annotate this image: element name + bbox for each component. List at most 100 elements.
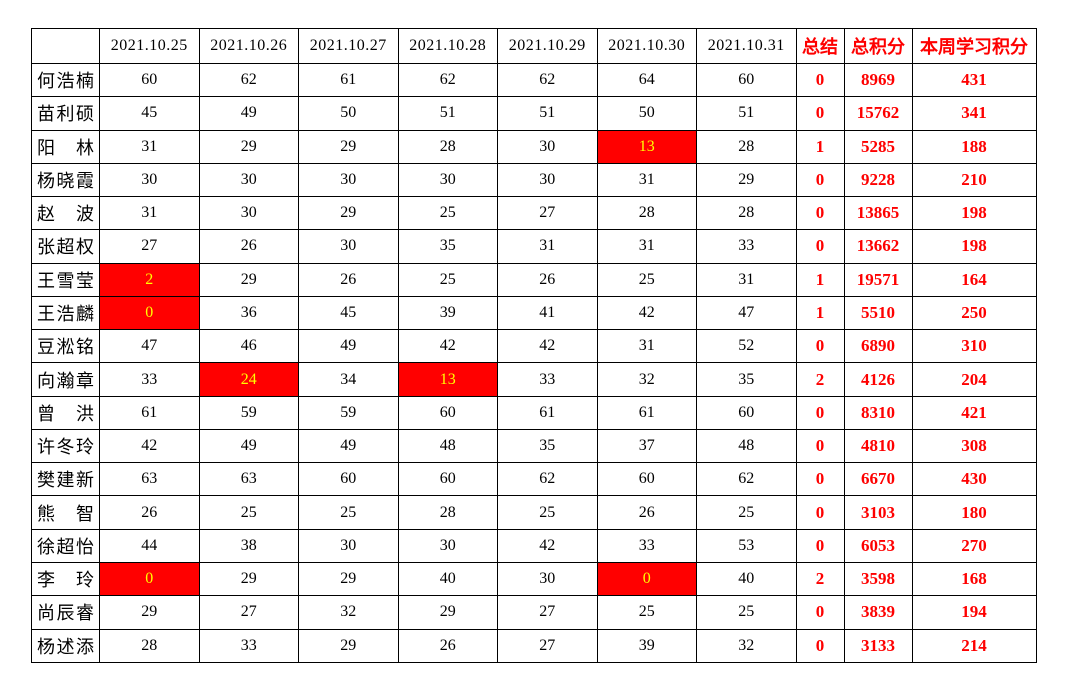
daily-score-cell: 31 [497,229,598,264]
daily-score-cell: 60 [298,462,399,497]
student-name-cell: 曾 洪 [31,395,100,430]
daily-score-cell: 26 [298,262,399,297]
daily-score-cell: 29 [99,595,200,630]
summary-count-cell: 1 [795,129,845,164]
daily-score-cell: 49 [298,428,399,464]
daily-score-cell: 25 [497,495,598,530]
daily-score-cell: 51 [397,96,498,131]
table-row: 曾 洪 61 59 59 60 61 61 60 0 8310 421 [31,395,1037,430]
daily-score-cell: 45 [99,96,200,131]
student-name-cell: 熊 智 [31,495,100,530]
weekly-study-points-cell: 168 [911,561,1037,597]
daily-score-cell: 64 [596,62,697,98]
daily-score-cell: 52 [696,329,797,364]
table-row: 许冬玲 42 49 49 48 35 37 48 0 4810 308 [31,428,1037,464]
daily-score-cell: 30 [298,162,399,198]
table-row: 阳 林 31 29 29 28 30 13 28 1 5285 188 [31,129,1037,164]
daily-score-cell: 27 [99,229,200,264]
daily-score-cell: 42 [99,428,200,464]
summary-count-cell: 1 [795,295,845,331]
daily-score-cell: 42 [497,528,598,563]
daily-score-cell: 26 [198,229,299,264]
daily-score-cell: 50 [298,96,399,131]
daily-score-cell: 32 [298,595,399,630]
student-name-cell: 向瀚章 [31,362,100,397]
summary-column-header: 总积分 [843,28,913,64]
daily-score-cell: 31 [99,129,200,164]
daily-score-cell: 44 [99,528,200,563]
daily-score-cell: 28 [397,129,498,164]
daily-score-cell: 51 [696,96,797,131]
daily-score-cell: 47 [99,329,200,364]
table-row: 向瀚章 33 24 34 13 33 32 35 2 4126 204 [31,362,1037,397]
summary-count-cell: 0 [795,495,845,530]
daily-score-cell: 33 [99,362,200,397]
table-row: 杨晓霞 30 30 30 30 30 31 29 0 9228 210 [31,162,1037,198]
table-row: 豆淞铭 47 46 49 42 42 31 52 0 6890 310 [31,329,1037,364]
daily-score-cell: 62 [397,62,498,98]
daily-score-cell: 34 [298,362,399,397]
daily-score-cell: 49 [198,96,299,131]
daily-score-cell: 40 [696,561,797,597]
daily-score-cell: 29 [198,561,299,597]
summary-count-cell: 0 [795,628,845,664]
weekly-study-points-cell: 250 [911,295,1037,331]
daily-score-cell: 45 [298,295,399,331]
daily-score-cell: 61 [99,395,200,430]
daily-score-cell: 63 [99,462,200,497]
date-column-header: 2021.10.27 [298,28,399,64]
student-name-cell: 张超权 [31,229,100,264]
daily-score-cell: 63 [198,462,299,497]
student-name-cell: 许冬玲 [31,428,100,464]
daily-score-cell: 60 [397,462,498,497]
weekly-study-points-cell: 210 [911,162,1037,198]
student-name-cell: 李 玲 [31,561,100,597]
daily-score-cell: 61 [497,395,598,430]
highlighted-score-cell: 13 [397,362,498,397]
daily-score-cell: 29 [397,595,498,630]
daily-score-cell: 26 [497,262,598,297]
daily-score-cell: 36 [198,295,299,331]
daily-score-cell: 28 [696,129,797,164]
summary-count-cell: 0 [795,428,845,464]
total-points-cell: 6670 [843,462,913,497]
daily-score-cell: 26 [397,628,498,664]
total-points-cell: 3133 [843,628,913,664]
date-column-header: 2021.10.30 [596,28,697,64]
daily-score-cell: 30 [497,561,598,597]
student-name-cell: 赵 波 [31,196,100,231]
total-points-cell: 3103 [843,495,913,530]
table-row: 樊建新 63 63 60 60 62 60 62 0 6670 430 [31,462,1037,497]
date-column-header: 2021.10.26 [198,28,299,64]
summary-count-cell: 2 [795,362,845,397]
total-points-cell: 19571 [843,262,913,297]
daily-score-cell: 42 [397,329,498,364]
daily-score-cell: 47 [696,295,797,331]
summary-count-cell: 0 [795,196,845,231]
student-name-cell: 王雪莹 [31,262,100,297]
weekly-study-points-cell: 180 [911,495,1037,530]
table-row: 王浩麟 0 36 45 39 41 42 47 1 5510 250 [31,295,1037,331]
daily-score-cell: 59 [298,395,399,430]
highlighted-score-cell: 24 [198,362,299,397]
daily-score-cell: 25 [298,495,399,530]
daily-score-cell: 39 [397,295,498,331]
daily-score-cell: 48 [397,428,498,464]
daily-score-cell: 60 [99,62,200,98]
table-row: 张超权 27 26 30 35 31 31 33 0 13662 198 [31,229,1037,264]
summary-count-cell: 0 [795,96,845,131]
daily-score-cell: 31 [596,229,697,264]
total-points-cell: 8310 [843,395,913,430]
student-name-cell: 杨晓霞 [31,162,100,198]
summary-count-cell: 0 [795,62,845,98]
table-row: 杨述添 28 33 29 26 27 39 32 0 3133 214 [31,628,1037,664]
weekly-study-points-cell: 198 [911,229,1037,264]
student-name-cell: 杨述添 [31,628,100,664]
daily-score-cell: 31 [99,196,200,231]
table-row: 王雪莹 2 29 26 25 26 25 31 1 19571 164 [31,262,1037,297]
total-points-cell: 9228 [843,162,913,198]
student-name-cell: 豆淞铭 [31,329,100,364]
daily-score-cell: 28 [397,495,498,530]
weekly-score-table: 2021.10.25 2021.10.26 2021.10.27 2021.10.28… [31,28,1037,664]
daily-score-cell: 60 [696,62,797,98]
